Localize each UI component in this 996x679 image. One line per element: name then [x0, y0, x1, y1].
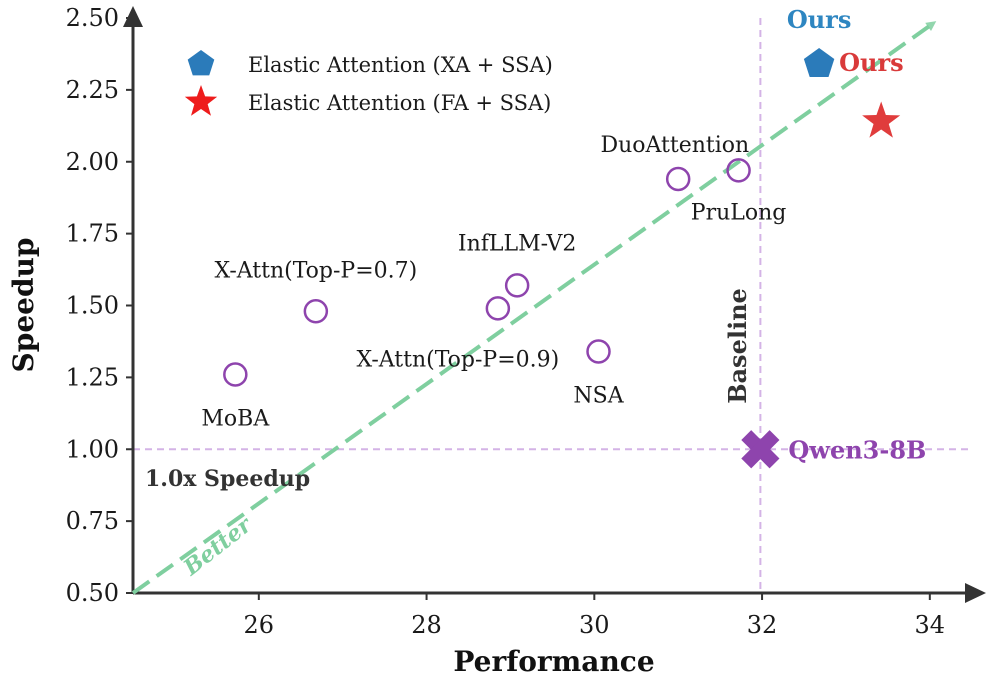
better-label: Better — [178, 511, 258, 581]
baseline-point-label: X-Attn(Top-P=0.7) — [214, 258, 417, 283]
baseline-point-marker — [665, 166, 691, 192]
y-tick-label: 0.50 — [66, 579, 119, 607]
legend: Elastic Attention (XA + SSA) Elastic Atte… — [184, 50, 553, 116]
y-tick-label: 1.00 — [66, 435, 119, 463]
y-tick-label: 2.00 — [66, 148, 119, 176]
x-axis-title: Performance — [453, 645, 654, 678]
baseline-point-label: PruLong — [691, 200, 787, 225]
ours-pentagon-label: Ours — [787, 5, 852, 34]
baseline-point-label: DuoAttention — [600, 133, 749, 158]
x-tick-label: 30 — [579, 611, 610, 639]
baseline-point-marker — [726, 158, 751, 183]
points-layer — [223, 48, 901, 469]
baseline-point-marker — [303, 299, 329, 324]
reference-model-label: Qwen3-8B — [788, 435, 926, 464]
y-tick-label: 1.25 — [66, 363, 119, 391]
reference-lines-layer — [133, 18, 972, 593]
x-axis-arrowhead — [965, 583, 986, 603]
legend-star-icon — [184, 85, 218, 116]
reference-model-marker-bar — [741, 430, 780, 469]
legend-pentagon-icon — [187, 50, 215, 76]
legend-label: Elastic Attention (FA + SSA) — [248, 91, 551, 115]
ours-star-marker — [862, 101, 901, 138]
baseline-point-marker — [504, 273, 530, 298]
baseline-point-marker — [586, 339, 611, 364]
x-tick-label: 26 — [244, 611, 275, 639]
axes-layer: 26 28 30 32 34 0.50 0.75 1.00 1.25 1.50 1.75 2.00 2.… — [7, 4, 986, 678]
ours-star-label: Ours — [839, 48, 904, 77]
reference-model-marker — [741, 430, 780, 469]
baseline-point-label: X-Attn(Top-P=0.9) — [356, 347, 559, 372]
y-tick-label: 2.50 — [66, 4, 119, 32]
labels-layer: Baseline 1.0x Speedup MoBA X-Attn(Top-P=0.7… — [145, 5, 926, 492]
speedup-line-label: 1.0x Speedup — [145, 466, 310, 492]
baseline-point-label: NSA — [573, 384, 624, 409]
x-tick-label: 32 — [747, 611, 778, 639]
x-tick-label: 34 — [915, 611, 946, 639]
baseline-point-marker — [485, 296, 511, 321]
baseline-point-label: MoBA — [201, 407, 270, 432]
y-axis-title: Speedup — [7, 238, 40, 373]
baseline-point-marker — [223, 362, 248, 387]
y-tick-label: 1.50 — [66, 292, 119, 320]
y-axis-arrowhead — [123, 6, 143, 27]
baseline-label: Baseline — [723, 288, 752, 404]
baseline-point-label: InfLLM-V2 — [458, 231, 576, 256]
better-trend-arrow — [131, 21, 937, 595]
ours-pentagon-marker — [803, 48, 835, 77]
legend-label: Elastic Attention (XA + SSA) — [248, 53, 553, 77]
y-tick-label: 2.25 — [66, 76, 119, 104]
x-tick-label: 28 — [411, 611, 442, 639]
y-tick-label: 0.75 — [66, 507, 119, 535]
y-tick-label: 1.75 — [66, 220, 119, 248]
